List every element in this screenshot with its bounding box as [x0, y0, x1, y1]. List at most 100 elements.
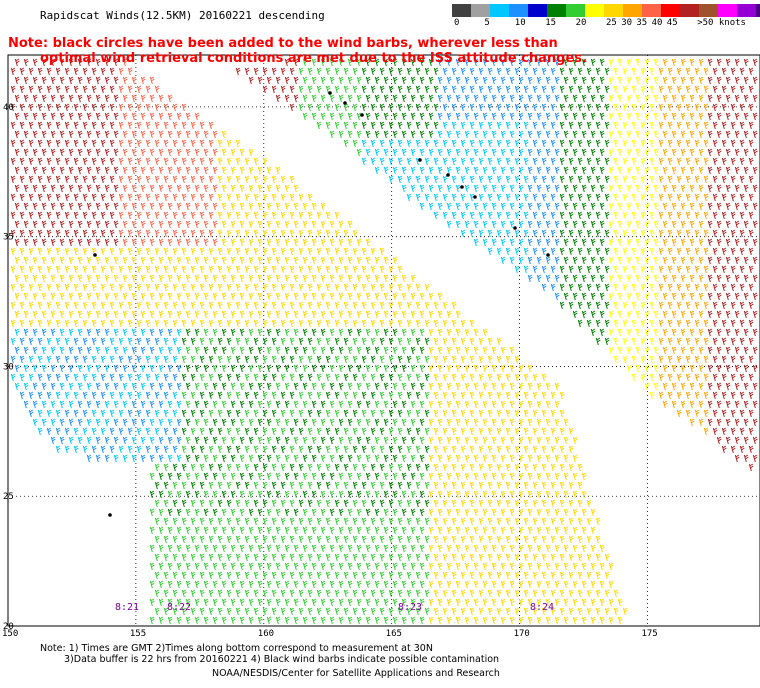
wind-barb	[118, 427, 124, 436]
wind-barb	[554, 94, 560, 103]
wind-barb	[424, 499, 430, 508]
wind-barb	[662, 292, 668, 301]
wind-barb	[262, 247, 268, 256]
wind-barb	[28, 139, 34, 148]
wind-barb	[208, 535, 214, 544]
wind-barb	[203, 562, 209, 571]
wind-barb	[131, 328, 137, 337]
wind-barb	[442, 301, 448, 310]
wind-barb	[167, 346, 173, 355]
wind-barb	[271, 193, 277, 202]
wind-barb	[221, 454, 227, 463]
wind-barb	[307, 499, 313, 508]
wind-barb	[433, 391, 439, 400]
wind-barb	[46, 373, 52, 382]
wind-barb	[194, 256, 200, 265]
wind-barb	[163, 247, 169, 256]
wind-barb	[131, 166, 137, 175]
wind-barb	[311, 598, 317, 607]
wind-barb	[491, 580, 497, 589]
wind-barb	[478, 391, 484, 400]
wind-barb	[469, 607, 475, 616]
wind-barbs	[10, 58, 758, 625]
wind-barb	[518, 508, 524, 517]
wind-barb	[217, 337, 223, 346]
wind-barb	[32, 58, 38, 67]
wind-barb	[136, 319, 142, 328]
wind-barb	[424, 157, 430, 166]
contamination-marker	[473, 195, 477, 199]
wind-barb	[568, 517, 574, 526]
wind-barb	[446, 310, 452, 319]
wind-barb	[248, 274, 254, 283]
wind-barb	[365, 562, 371, 571]
wind-barb	[716, 256, 722, 265]
wind-barb	[118, 103, 124, 112]
wind-barb	[118, 139, 124, 148]
wind-barb	[239, 616, 245, 625]
wind-barb	[451, 373, 457, 382]
wind-barb	[707, 184, 713, 193]
wind-barb	[392, 418, 398, 427]
wind-barb	[320, 472, 326, 481]
wind-barb	[631, 175, 637, 184]
wind-barb	[541, 139, 547, 148]
wind-barb	[131, 274, 137, 283]
wind-barb	[658, 391, 664, 400]
wind-barb	[86, 220, 92, 229]
wind-barb	[217, 445, 223, 454]
wind-barb	[338, 598, 344, 607]
wind-barb	[388, 499, 394, 508]
wind-barb	[190, 265, 196, 274]
wind-barb	[289, 445, 295, 454]
wind-barb	[316, 427, 322, 436]
wind-barb	[253, 589, 259, 598]
wind-barb	[428, 616, 434, 625]
wind-barb	[226, 301, 232, 310]
wind-barb	[257, 562, 263, 571]
wind-barb	[334, 211, 340, 220]
wind-barb	[127, 193, 133, 202]
wind-barb	[487, 193, 493, 202]
wind-barb	[487, 139, 493, 148]
wind-barb	[595, 265, 601, 274]
wind-barb	[194, 526, 200, 535]
wind-barb	[509, 220, 515, 229]
wind-barb	[28, 157, 34, 166]
wind-barb	[226, 535, 232, 544]
wind-barb	[127, 247, 133, 256]
wind-barb	[514, 139, 520, 148]
wind-barb	[541, 481, 547, 490]
wind-barb	[190, 121, 196, 130]
wind-barb	[608, 58, 614, 67]
wind-barb	[158, 328, 164, 337]
wind-barb	[221, 256, 227, 265]
wind-barb	[127, 301, 133, 310]
wind-barb	[284, 364, 290, 373]
wind-barb	[158, 382, 164, 391]
wind-barb	[325, 121, 331, 130]
wind-barb	[577, 301, 583, 310]
wind-barb	[91, 157, 97, 166]
wind-barb	[334, 571, 340, 580]
wind-barb	[581, 202, 587, 211]
wind-barb	[649, 85, 655, 94]
wind-barb	[298, 553, 304, 562]
wind-barb	[284, 274, 290, 283]
wind-barb	[284, 238, 290, 247]
wind-barb	[244, 535, 250, 544]
wind-barb	[158, 598, 164, 607]
wind-barb	[464, 328, 470, 337]
wind-barb	[469, 499, 475, 508]
wind-barb	[631, 337, 637, 346]
wind-barb	[41, 58, 47, 67]
wind-barb	[307, 463, 313, 472]
wind-barb	[370, 67, 376, 76]
wind-barb	[347, 472, 353, 481]
wind-barb	[595, 175, 601, 184]
wind-barb	[320, 256, 326, 265]
wind-barb	[401, 346, 407, 355]
wind-barb	[163, 517, 169, 526]
wind-barb	[523, 373, 529, 382]
wind-barb	[316, 211, 322, 220]
